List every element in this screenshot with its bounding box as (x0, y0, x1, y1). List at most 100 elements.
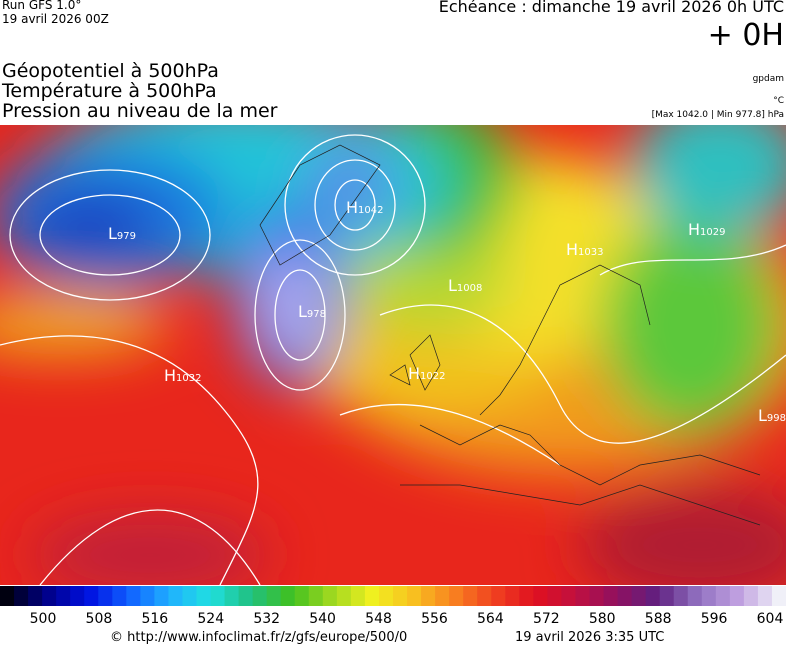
colorbar-label: 524 (197, 611, 224, 627)
colorbar-label: 556 (421, 611, 448, 627)
swatch (757, 586, 773, 606)
map: H1042L979L978H1032L1008H1029H1022H1033L9… (0, 125, 786, 585)
swatch (154, 586, 169, 606)
swatch (673, 586, 689, 606)
swatch (701, 586, 717, 606)
swatch (350, 586, 366, 606)
swatch (266, 586, 282, 606)
swatch (393, 586, 408, 606)
swatch (0, 586, 15, 606)
swatch (84, 586, 99, 606)
field: Géopotentiel à 500hPa (2, 60, 219, 82)
center-letter: L (298, 302, 307, 321)
field: Température à 500hPa (2, 80, 217, 102)
swatch (308, 586, 324, 606)
swatch (252, 586, 268, 606)
colorbar (0, 586, 786, 606)
swatch (238, 586, 254, 606)
forecast: Echéance : dimanche 19 avril 2026 0h UTC (438, 0, 784, 16)
run-date: 19 avril 2026 00Z (2, 12, 109, 26)
swatch (210, 586, 226, 606)
colorbar-label: 572 (533, 611, 560, 627)
swatch (98, 586, 113, 606)
swatch (112, 586, 127, 606)
swatch (140, 586, 155, 606)
swatch (519, 586, 534, 606)
swatch (322, 586, 338, 606)
swatch (70, 586, 85, 606)
swatch (533, 586, 548, 606)
swatch (224, 586, 240, 606)
pressure-center: H1033 (566, 240, 603, 259)
swatch (659, 586, 675, 606)
pressure-center: L1008 (448, 276, 482, 295)
pressure-center: H1022 (408, 364, 445, 383)
center-value: 1032 (176, 373, 201, 384)
swatch (28, 586, 43, 606)
colorbar-label: 516 (141, 611, 168, 627)
swatch (378, 586, 394, 606)
run: Run GFS 1.0° (2, 0, 82, 12)
unit: °C (773, 96, 784, 106)
center-letter: H (164, 366, 176, 385)
center-letter: L (448, 276, 457, 295)
pressure-center: H1029 (688, 220, 725, 239)
pressure-center: L998 (758, 406, 786, 425)
center-letter: L (758, 406, 767, 425)
swatch (687, 586, 703, 606)
swatch (715, 586, 731, 606)
pressure-center: L978 (298, 302, 326, 321)
generated: 19 avril 2026 3:35 UTC (515, 630, 665, 645)
swatch (589, 586, 605, 606)
swatch (196, 586, 212, 606)
swatch (42, 586, 57, 606)
colorbar-label: 564 (477, 611, 504, 627)
colorbar-label: 580 (589, 611, 616, 627)
center-letter: H (346, 198, 358, 217)
swatch (421, 586, 436, 606)
unit: gpdam (752, 74, 784, 84)
center-letter: H (688, 220, 700, 239)
temperature-field (0, 125, 786, 585)
colorbar-label: 604 (757, 611, 784, 627)
center-value: 1033 (578, 247, 603, 258)
swatch (645, 586, 661, 606)
colorbar-label: 540 (309, 611, 336, 627)
swatch (364, 586, 380, 606)
swatch (336, 586, 352, 606)
swatch (505, 586, 520, 606)
swatch (14, 586, 29, 606)
colorbar-label: 500 (30, 611, 57, 627)
isobars (0, 134, 786, 585)
swatch (603, 586, 619, 606)
swatch (407, 586, 422, 606)
center-letter: H (408, 364, 420, 383)
swatch (449, 586, 464, 606)
swatch (575, 586, 590, 606)
swatch (729, 586, 745, 606)
swatch (463, 586, 478, 606)
swatch (631, 586, 647, 606)
center-value: 998 (767, 413, 786, 424)
coastlines (259, 144, 761, 526)
swatch (617, 586, 633, 606)
center-value: 1029 (700, 227, 725, 238)
swatch (168, 586, 183, 606)
pressure-center: H1042 (346, 198, 383, 217)
swatch (547, 586, 562, 606)
field: Pression au niveau de la mer (2, 100, 278, 122)
swatch (182, 586, 197, 606)
swatch (126, 586, 141, 606)
swatch (56, 586, 71, 606)
lead-time: + 0H (707, 18, 784, 53)
center-letter: H (566, 240, 578, 259)
swatch (280, 586, 296, 606)
center-value: 1008 (457, 283, 482, 294)
center-letter: L (108, 224, 117, 243)
center-value: 1042 (358, 205, 383, 216)
swatch (771, 586, 786, 606)
colorbar-label: 588 (645, 611, 672, 627)
colorbar-labels: 500 508 516 524 532 540 548 556 564 572 580 588 596 6… (30, 611, 784, 627)
colorbar-label: 508 (86, 611, 113, 627)
